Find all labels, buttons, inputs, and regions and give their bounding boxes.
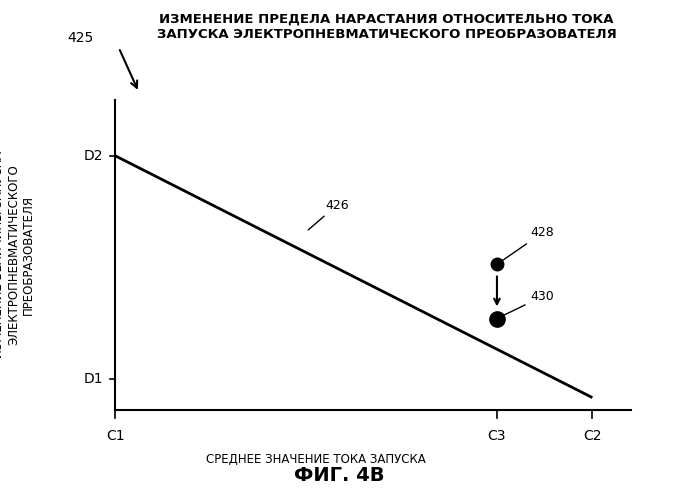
Text: 426: 426	[308, 198, 348, 230]
Text: СРЕДНЕЕ ЗНАЧЕНИЕ ТОКА ЗАПУСКА: СРЕДНЕЕ ЗНАЧЕНИЕ ТОКА ЗАПУСКА	[205, 454, 426, 466]
Text: ФИГ. 4В: ФИГ. 4В	[294, 466, 384, 485]
Text: 428: 428	[499, 226, 554, 262]
Text: D1: D1	[83, 372, 103, 386]
Text: C2: C2	[583, 428, 601, 442]
Text: 430: 430	[500, 290, 554, 318]
Text: D2: D2	[84, 149, 103, 163]
Text: C1: C1	[106, 428, 125, 442]
Text: 425: 425	[68, 30, 94, 44]
Text: ИЗМЕНЕНИЕ ВЕЛИЧИНЫ ЗАПУСКА
ЭЛЕКТРОПНЕВМАТИЧЕСКОГО
ПРЕОБРАЗОВАТЕЛЯ: ИЗМЕНЕНИЕ ВЕЛИЧИНЫ ЗАПУСКА ЭЛЕКТРОПНЕВМА…	[0, 152, 35, 358]
Text: ИЗМЕНЕНИЕ ПРЕДЕЛА НАРАСТАНИЯ ОТНОСИТЕЛЬНО ТОКА
ЗАПУСКА ЭЛЕКТРОПНЕВМАТИЧЕСКОГО ПР: ИЗМЕНЕНИЕ ПРЕДЕЛА НАРАСТАНИЯ ОТНОСИТЕЛЬН…	[157, 12, 616, 40]
Text: C3: C3	[487, 428, 506, 442]
